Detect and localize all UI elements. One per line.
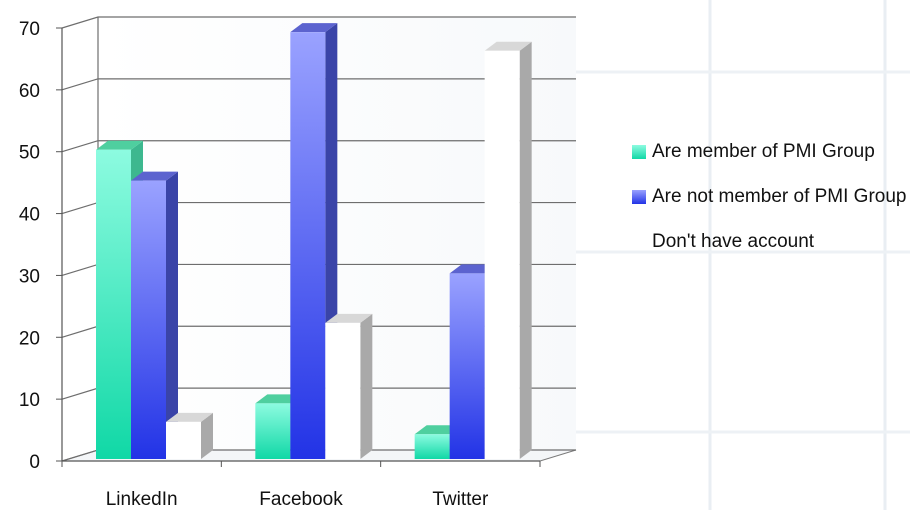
bar-top (166, 412, 213, 422)
legend-swatch-no-account (632, 235, 646, 249)
legend-label-no-account: Don't have account (652, 231, 815, 252)
bar-side (201, 412, 213, 459)
bar-front (325, 322, 361, 459)
y-tick-label: 60 (19, 81, 40, 102)
y-tick-label: 40 (19, 205, 40, 226)
x-tick-label: Facebook (259, 489, 343, 510)
y-axis: 0 10 20 30 40 50 60 70 (19, 17, 99, 473)
y-tick-label: 0 (29, 452, 40, 473)
background-lines (560, 0, 910, 510)
bar-front (96, 149, 131, 459)
y-tick-label: 20 (19, 328, 40, 349)
bar (166, 412, 213, 459)
legend-label-non-members: Are not member of PMI Group (652, 186, 907, 207)
bar-front (255, 403, 291, 459)
bars (96, 23, 532, 459)
bar-side (519, 41, 532, 459)
legend-item-members: Are member of PMI Group (632, 138, 907, 165)
legend-swatch-non-members (632, 190, 646, 204)
legend-label-members: Are member of PMI Group (652, 141, 875, 162)
y-tick-label: 50 (19, 143, 40, 164)
bar-top (484, 41, 532, 51)
bar-top (325, 313, 373, 323)
legend-item-non-members: Are not member of PMI Group (632, 183, 907, 210)
bar (325, 313, 373, 459)
bar-top (131, 171, 178, 181)
bar (131, 171, 178, 459)
side-wall (62, 17, 98, 461)
legend: Are member of PMI Group Are not member o… (632, 138, 907, 273)
x-axis: LinkedIn Facebook Twitter (61, 460, 541, 510)
bar-front (484, 50, 520, 459)
x-tick-label: LinkedIn (106, 489, 178, 510)
bar-front (166, 421, 201, 459)
bar (290, 23, 338, 459)
bar-top (96, 140, 143, 150)
bar-top (290, 23, 338, 33)
x-tick-label: Twitter (432, 489, 489, 510)
bar-front (131, 180, 166, 459)
bar-front (290, 32, 326, 459)
bar-front (449, 273, 485, 459)
y-tick-label: 30 (19, 266, 40, 287)
bar-side (360, 313, 373, 459)
y-tick-label: 10 (19, 390, 40, 411)
bar (484, 41, 532, 459)
bar-front (414, 434, 450, 459)
bar-side (166, 171, 178, 459)
legend-swatch-members (632, 145, 646, 159)
y-tick-label: 70 (19, 19, 40, 40)
legend-item-no-account: Don't have account (632, 228, 907, 255)
